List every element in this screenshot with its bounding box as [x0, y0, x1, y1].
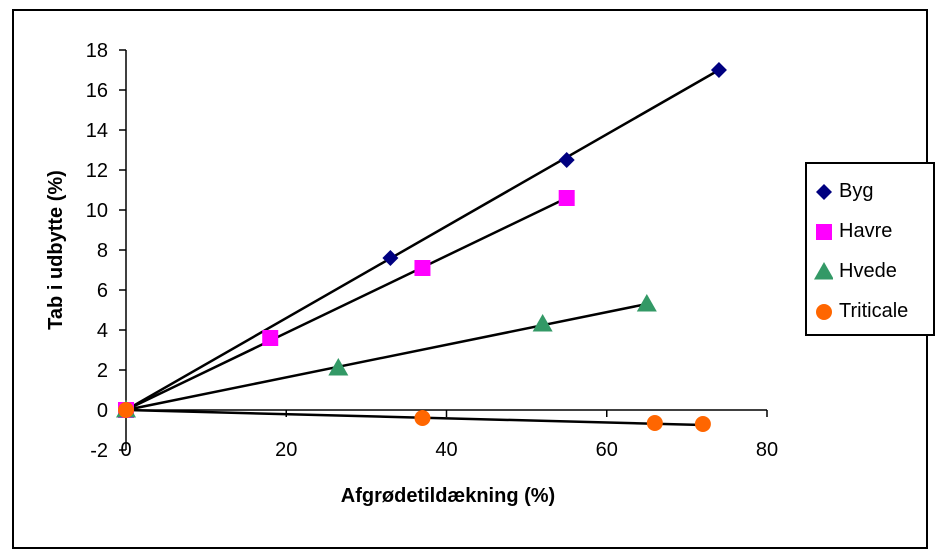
y-axis-title: Tab i udbytte (%): [45, 170, 67, 330]
triangle-marker-icon: [814, 262, 833, 280]
data-point-havre: [262, 330, 279, 346]
data-point-byg: [558, 152, 575, 168]
y-tick-label: 10: [86, 200, 108, 222]
legend-item-havre: Havre: [813, 218, 892, 244]
legend-label: Havre: [839, 219, 893, 242]
diamond-marker-icon: [816, 184, 832, 200]
data-point-byg: [382, 250, 399, 266]
y-tick-label: 4: [97, 320, 108, 342]
y-tick-label: 16: [86, 80, 108, 102]
data-point-havre: [414, 260, 431, 276]
x-tick-label: 80: [756, 439, 778, 461]
legend-marker-byg: [816, 184, 832, 200]
tick-labels: -2 0 2 4 6 8 10 12 14 16 18 0 20 40 60 80: [86, 40, 778, 462]
data-point-hvede: [636, 294, 657, 312]
x-axis-title: Afgrødetildækning (%): [341, 485, 555, 507]
x-tick-label: 40: [435, 439, 457, 461]
data-point-triticale: [118, 402, 134, 418]
data-point-triticale: [694, 416, 711, 432]
y-tick-label: 0: [97, 400, 108, 422]
x-tick-label: 20: [275, 439, 297, 461]
data-point-triticale: [646, 415, 663, 431]
x-tick-label: 0: [120, 439, 131, 461]
axes: [119, 49, 768, 451]
trendline-byg: [125, 68, 720, 412]
chart-frame: [12, 9, 928, 549]
square-marker-icon: [816, 224, 832, 240]
data-point-byg: [710, 62, 727, 78]
x-tick-label: 60: [596, 439, 618, 461]
y-tick-label: 18: [86, 40, 108, 62]
legend-marker-havre: [816, 224, 832, 240]
trendlines: [125, 68, 720, 427]
y-tick-label: 12: [86, 160, 108, 182]
trendline-triticale: [125, 408, 703, 427]
legend-label: Hvede: [839, 259, 897, 282]
y-tick-label: 8: [97, 240, 108, 262]
y-tick-label: -2: [90, 440, 108, 462]
legend-label: Triticale: [839, 299, 909, 322]
legend-marker-triticale: [816, 304, 832, 320]
y-tick-label: 14: [86, 120, 108, 142]
legend-marker-hvede: [814, 262, 833, 280]
data-markers: [116, 62, 727, 432]
trendline-hvede: [125, 302, 648, 412]
y-tick-label: 2: [97, 360, 108, 382]
scatter-plot: -2 0 2 4 6 8 10 12 14 16 18 0 20 40 60 80 Afgrødetildæk…: [45, 40, 778, 507]
y-tick-label: 6: [97, 280, 108, 302]
legend-label: Byg: [839, 179, 874, 202]
legend-item-hvede: Hvede: [813, 258, 897, 284]
legend-item-triticale: Triticale: [813, 298, 908, 324]
circle-marker-icon: [816, 304, 832, 320]
data-point-hvede: [328, 358, 349, 376]
legend: Byg Havre Hvede Triticale: [805, 162, 935, 336]
data-point-triticale: [414, 410, 431, 426]
data-point-havre: [558, 190, 575, 206]
data-point-hvede: [532, 314, 553, 332]
legend-item-byg: Byg: [813, 178, 873, 204]
trendline-havre: [125, 196, 568, 412]
